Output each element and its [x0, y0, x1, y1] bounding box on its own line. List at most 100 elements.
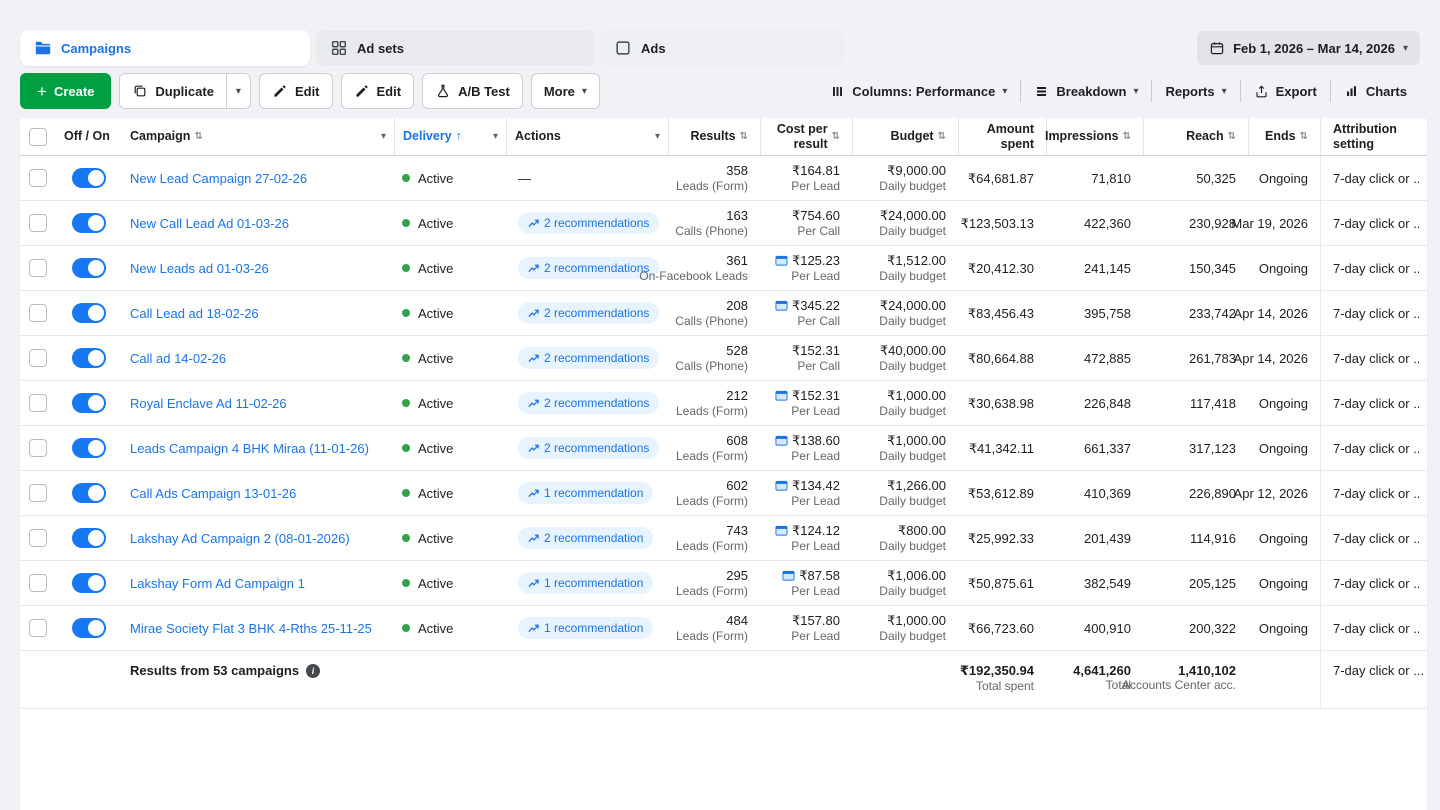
- recommendations-pill[interactable]: 2 recommendation: [518, 527, 654, 549]
- column-header-cost-per-result[interactable]: Cost per result ⇅: [760, 118, 852, 155]
- row-checkbox[interactable]: [29, 574, 47, 592]
- row-select-cell: [20, 561, 56, 605]
- recommendations-pill[interactable]: 2 recommendations: [518, 302, 660, 324]
- campaign-toggle[interactable]: [72, 348, 106, 368]
- recommendations-pill[interactable]: 1 recommendation: [518, 572, 654, 594]
- total-impressions-label: Total: [1105, 678, 1131, 692]
- row-checkbox[interactable]: [29, 439, 47, 457]
- total-spent-label: Total spent: [975, 679, 1034, 693]
- recommendations-label: 2 recommendations: [544, 306, 650, 320]
- campaign-name-link[interactable]: Lakshay Form Ad Campaign 1: [130, 575, 305, 591]
- amount-spent-cell: ₹20,412.30: [967, 260, 1034, 276]
- amount-spent-cell: ₹123,503.13: [960, 215, 1034, 231]
- table-row: New Lead Campaign 27-02-26 Active — 358 Lead…: [20, 156, 1427, 201]
- ends-cell: Ongoing: [1258, 395, 1308, 411]
- column-header-budget[interactable]: Budget ⇅: [852, 118, 958, 155]
- campaign-name-link[interactable]: New Leads ad 01-03-26: [130, 260, 269, 276]
- sort-icon[interactable]: ⇅: [194, 130, 203, 142]
- campaign-name-link[interactable]: Call ad 14-02-26: [130, 350, 227, 366]
- charts-button[interactable]: Charts: [1329, 80, 1420, 102]
- cost-header-label: Cost per result: [776, 122, 828, 151]
- sort-icon[interactable]: ⇅: [1122, 130, 1131, 142]
- edit-button[interactable]: Edit: [258, 73, 333, 109]
- column-header-amount-spent[interactable]: Amount spent: [958, 118, 1046, 155]
- column-header-campaign[interactable]: Campaign ⇅ ▾: [122, 118, 394, 155]
- campaign-name-link[interactable]: Call Lead ad 18-02-26: [130, 305, 259, 321]
- sort-icon[interactable]: ⇅: [739, 130, 748, 142]
- trend-up-icon: [528, 399, 539, 407]
- campaign-toggle[interactable]: [72, 303, 106, 323]
- row-checkbox[interactable]: [29, 349, 47, 367]
- select-all-checkbox[interactable]: [29, 127, 47, 146]
- create-button[interactable]: + Create: [20, 73, 112, 109]
- breakdown-button[interactable]: Breakdown ▾: [1020, 80, 1151, 102]
- tab-campaigns[interactable]: Campaigns: [20, 30, 310, 66]
- campaign-toggle[interactable]: [72, 618, 106, 638]
- budget-cell: ₹1,006.00 Daily budget: [879, 568, 946, 598]
- export-button[interactable]: Export: [1239, 80, 1330, 102]
- reports-button[interactable]: Reports ▾: [1151, 80, 1239, 102]
- campaign-toggle[interactable]: [72, 438, 106, 458]
- recommendations-pill[interactable]: 2 recommendations: [518, 392, 660, 414]
- campaign-name-link[interactable]: Lakshay Ad Campaign 2 (08-01-2026): [130, 530, 350, 546]
- campaign-cell: New Call Lead Ad 01-03-26: [122, 201, 394, 245]
- campaign-toggle[interactable]: [72, 168, 106, 188]
- row-checkbox[interactable]: [29, 529, 47, 547]
- row-checkbox[interactable]: [29, 169, 47, 187]
- charts-button-label: Charts: [1365, 83, 1407, 99]
- actions-cell: 2 recommendations: [506, 426, 668, 470]
- trend-up-icon: [528, 534, 539, 542]
- info-icon[interactable]: i: [306, 664, 321, 678]
- column-header-ends[interactable]: Ends ⇅: [1248, 118, 1320, 155]
- sort-icon[interactable]: ⇅: [1299, 130, 1308, 142]
- chevron-down-icon[interactable]: ▾: [654, 130, 660, 142]
- row-checkbox[interactable]: [29, 214, 47, 232]
- campaign-name-link[interactable]: New Call Lead Ad 01-03-26: [130, 215, 289, 231]
- column-header-impressions[interactable]: Impressions ⇅: [1045, 118, 1143, 155]
- sort-icon[interactable]: ⇅: [1227, 130, 1236, 142]
- recommendations-pill[interactable]: 1 recommendation: [518, 482, 654, 504]
- campaign-name-link[interactable]: Leads Campaign 4 BHK Miraa (11-01-26): [130, 440, 369, 456]
- tab-ad-sets[interactable]: Ad sets: [316, 30, 594, 66]
- toggle-knob: [88, 215, 104, 231]
- edit-button-2[interactable]: Edit: [340, 73, 415, 109]
- more-button[interactable]: More ▾: [530, 73, 600, 109]
- campaign-toggle[interactable]: [72, 483, 106, 503]
- campaign-toggle[interactable]: [72, 573, 106, 593]
- total-reach-label: Accounts Center acc.: [1121, 678, 1236, 692]
- row-checkbox[interactable]: [29, 304, 47, 322]
- campaign-name-link[interactable]: New Lead Campaign 27-02-26: [130, 170, 308, 186]
- campaign-toggle[interactable]: [72, 213, 106, 233]
- campaign-toggle[interactable]: [72, 393, 106, 413]
- recommendations-pill[interactable]: 1 recommendation: [518, 617, 654, 639]
- column-header-reach[interactable]: Reach ⇅: [1143, 118, 1248, 155]
- ab-test-button[interactable]: A/B Test: [422, 73, 523, 109]
- campaign-name-link[interactable]: Call Ads Campaign 13-01-26: [130, 485, 297, 501]
- duplicate-dropdown-button[interactable]: ▾: [226, 73, 251, 109]
- row-checkbox[interactable]: [29, 394, 47, 412]
- column-header-results[interactable]: Results ⇅: [668, 118, 760, 155]
- duplicate-button[interactable]: Duplicate: [119, 73, 227, 109]
- recommendations-pill[interactable]: 2 recommendations: [518, 257, 660, 279]
- chevron-down-icon[interactable]: ▾: [492, 130, 498, 142]
- campaign-name-link[interactable]: Royal Enclave Ad 11-02-26: [130, 395, 287, 411]
- column-header-delivery[interactable]: Delivery ↑ ▾: [394, 118, 506, 155]
- reach-cell: 261,783: [1189, 350, 1236, 366]
- sort-icon[interactable]: ⇅: [831, 130, 840, 142]
- campaign-name-link[interactable]: Mirae Society Flat 3 BHK 4-Rths 25-11-25: [130, 620, 372, 636]
- campaign-toggle[interactable]: [72, 258, 106, 278]
- tab-ads[interactable]: Ads: [600, 30, 844, 66]
- recommendations-pill[interactable]: 2 recommendations: [518, 437, 660, 459]
- recommendations-pill[interactable]: 2 recommendations: [518, 347, 660, 369]
- chevron-down-icon[interactable]: ▾: [380, 130, 386, 142]
- column-header-actions[interactable]: Actions ▾: [506, 118, 668, 155]
- column-header-attribution[interactable]: Attribution setting: [1320, 118, 1427, 155]
- row-checkbox[interactable]: [29, 619, 47, 637]
- row-checkbox[interactable]: [29, 259, 47, 277]
- campaign-toggle[interactable]: [72, 528, 106, 548]
- row-checkbox[interactable]: [29, 484, 47, 502]
- recommendations-pill[interactable]: 2 recommendations: [518, 212, 660, 234]
- date-range-picker[interactable]: Feb 1, 2026 – Mar 14, 2026 ▾: [1197, 31, 1420, 65]
- columns-button[interactable]: Columns: Performance ▾: [817, 80, 1020, 102]
- sort-icon[interactable]: ⇅: [937, 130, 946, 142]
